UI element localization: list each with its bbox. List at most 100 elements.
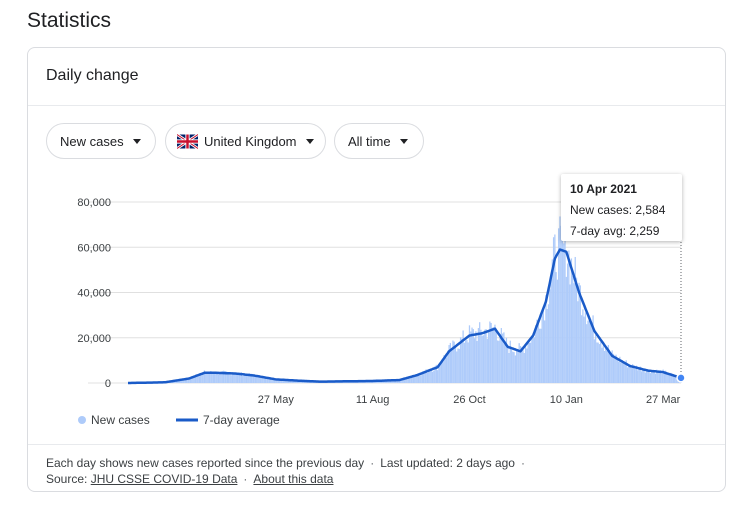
source-link[interactable]: JHU CSSE COVID-19 Data xyxy=(90,472,238,486)
new-cases-bar xyxy=(268,377,271,383)
region-dropdown[interactable]: United Kingdom xyxy=(165,123,326,159)
new-cases-bar xyxy=(402,378,404,383)
new-cases-bar xyxy=(224,370,226,383)
card-title: Daily change xyxy=(46,67,139,84)
new-cases-bar xyxy=(433,370,435,383)
new-cases-bar xyxy=(261,377,263,383)
new-cases-bar xyxy=(199,374,202,383)
new-cases-bar xyxy=(205,373,207,383)
new-cases-bar xyxy=(405,378,407,383)
new-cases-bar xyxy=(244,374,246,383)
new-cases-bar xyxy=(531,335,533,383)
new-cases-bar xyxy=(535,325,537,383)
new-cases-bar xyxy=(569,284,571,383)
new-cases-bar xyxy=(645,370,648,383)
new-cases-bar xyxy=(527,341,529,383)
new-cases-bar xyxy=(193,377,195,383)
tooltip-average: 7-day avg: 2,259 xyxy=(570,224,660,238)
new-cases-bar xyxy=(524,344,527,383)
new-cases-bar xyxy=(416,374,418,383)
y-tick-label: 80,000 xyxy=(77,197,111,209)
time-range-dropdown[interactable]: All time xyxy=(334,123,424,159)
new-cases-bar xyxy=(234,374,236,383)
new-cases-bar xyxy=(658,370,660,383)
new-cases-bar xyxy=(657,371,659,383)
new-cases-bar xyxy=(378,381,380,383)
new-cases-bar xyxy=(228,372,230,383)
uk-flag-icon xyxy=(177,133,198,149)
new-cases-bar xyxy=(210,371,212,383)
new-cases-bar xyxy=(626,367,629,383)
new-cases-bar xyxy=(651,370,653,383)
new-cases-bar xyxy=(670,372,672,383)
new-cases-bar xyxy=(276,378,278,383)
seven-day-average-line xyxy=(128,248,682,385)
tooltip-new-cases: New cases: 2,584 xyxy=(570,203,666,217)
new-cases-bar xyxy=(573,283,575,383)
new-cases-bar xyxy=(480,329,482,383)
new-cases-bar xyxy=(510,349,513,383)
new-cases-bar xyxy=(187,379,189,383)
footer-divider xyxy=(28,444,725,445)
source-prefix: Source: xyxy=(46,472,88,486)
metric-dropdown[interactable]: New cases xyxy=(46,123,156,159)
new-cases-bar xyxy=(482,335,485,383)
new-cases-bar xyxy=(605,347,607,383)
new-cases-bar xyxy=(207,372,209,383)
new-cases-bar xyxy=(262,376,264,383)
new-cases-bar xyxy=(545,295,547,383)
new-cases-bar xyxy=(461,338,463,383)
new-cases-bar xyxy=(296,380,299,383)
new-cases-bar xyxy=(264,377,267,383)
new-cases-bar xyxy=(426,372,429,383)
x-tick-label: 27 May xyxy=(258,394,295,406)
new-cases-bar xyxy=(230,375,232,383)
new-cases-bar xyxy=(558,228,560,383)
new-cases-bar xyxy=(591,322,593,383)
new-cases-bar xyxy=(546,309,548,383)
new-cases-bar xyxy=(206,372,208,383)
new-cases-bar xyxy=(299,381,301,383)
y-tick-label: 40,000 xyxy=(77,288,111,300)
new-cases-bar xyxy=(397,380,399,383)
new-cases-bar xyxy=(637,370,639,383)
new-cases-bar xyxy=(443,355,445,383)
new-cases-bar xyxy=(238,372,240,383)
new-cases-bar xyxy=(568,250,570,383)
new-cases-bar xyxy=(236,372,239,383)
last-updated-text: Last updated: 2 days ago xyxy=(380,456,515,470)
new-cases-bar xyxy=(619,356,621,383)
about-data-link[interactable]: About this data xyxy=(253,472,334,486)
new-cases-bar xyxy=(270,379,272,383)
new-cases-bar xyxy=(610,353,612,383)
legend-new-cases-label: New cases xyxy=(91,413,150,427)
new-cases-bar xyxy=(188,378,190,383)
new-cases-bar xyxy=(578,282,580,383)
new-cases-bar xyxy=(628,364,630,383)
chart-footer: Each day shows new cases reported since … xyxy=(46,456,525,486)
y-tick-label: 0 xyxy=(105,378,111,390)
new-cases-bar xyxy=(560,225,562,383)
new-cases-bar xyxy=(475,331,477,383)
new-cases-bar xyxy=(388,380,390,383)
new-cases-bar xyxy=(559,216,561,383)
new-cases-bar xyxy=(663,370,666,383)
new-cases-bar xyxy=(293,380,295,383)
new-cases-bar xyxy=(185,378,188,383)
new-cases-bar xyxy=(508,353,510,383)
new-cases-bar xyxy=(563,243,565,383)
new-cases-bar xyxy=(473,338,476,383)
y-axis-tick-labels: 0 20,000 40,000 60,000 80,000 xyxy=(77,197,111,390)
daily-change-chart[interactable]: 0 20,000 40,000 60,000 80,000 27 May 11 Aug 26… xyxy=(28,48,727,443)
new-cases-bar xyxy=(583,316,585,383)
new-cases-bar xyxy=(291,380,294,383)
new-cases-bar xyxy=(466,339,468,383)
new-cases-bar xyxy=(282,380,285,383)
new-cases-bar xyxy=(278,380,281,383)
new-cases-bar xyxy=(211,372,213,383)
new-cases-bar xyxy=(519,346,522,383)
new-cases-bar xyxy=(202,372,204,383)
new-cases-bar xyxy=(303,381,305,383)
new-cases-bar xyxy=(178,380,180,383)
new-cases-bar xyxy=(280,379,282,383)
